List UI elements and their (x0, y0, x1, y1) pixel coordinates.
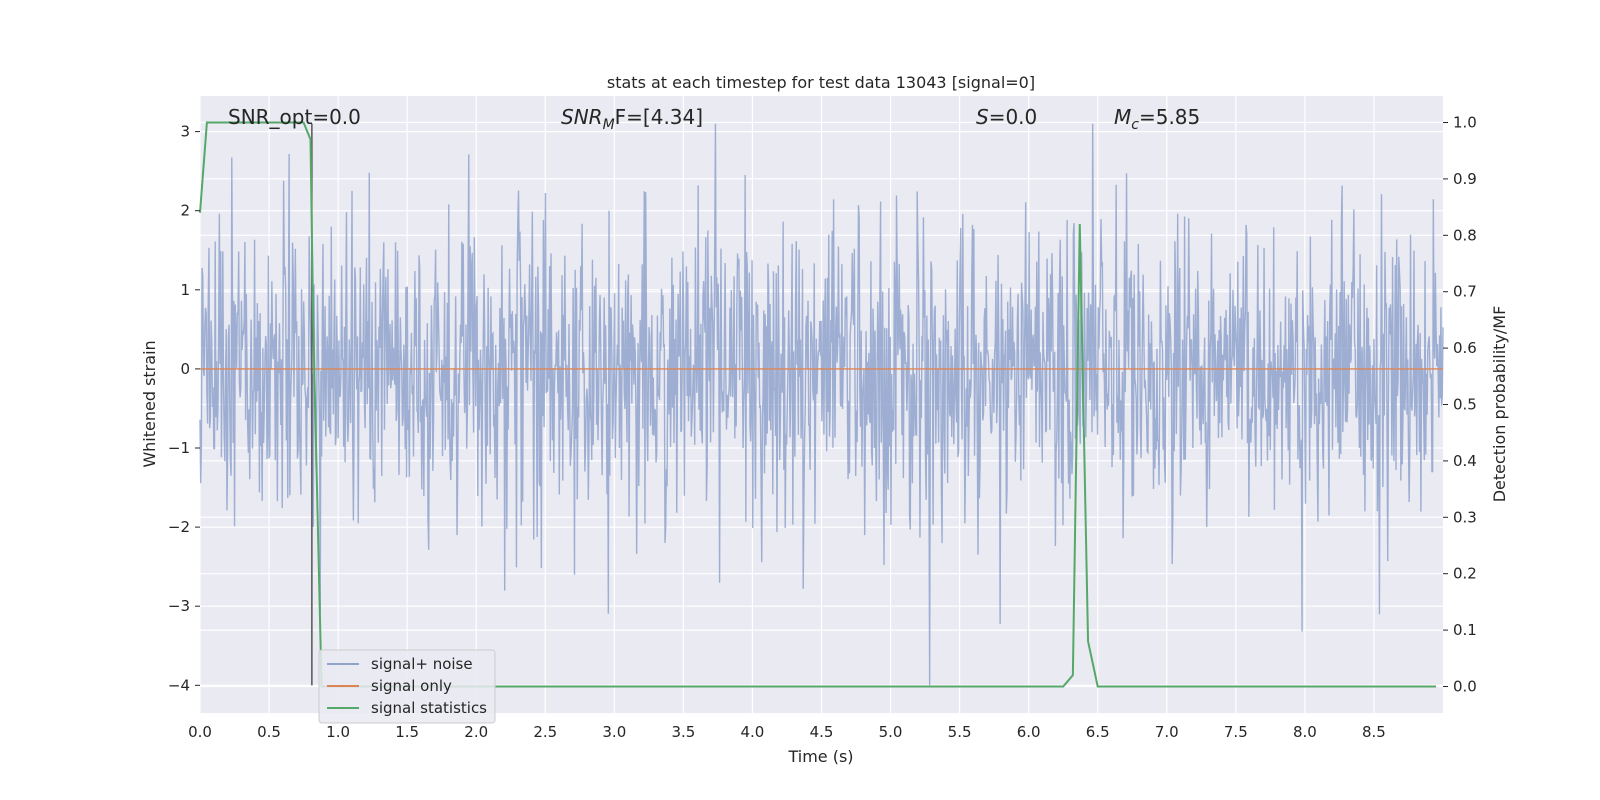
y2-tick-label: 0.5 (1453, 396, 1477, 414)
annotation-snr-mf: SNRMF=[4.34] (561, 105, 703, 133)
x-axis-title: Time (s) (787, 747, 853, 766)
x-tick-label: 7.5 (1224, 723, 1248, 741)
x-tick-label: 5.5 (948, 723, 972, 741)
legend-label-signal-statistics: signal statistics (371, 699, 487, 717)
y2-tick-label: 0.8 (1453, 226, 1477, 244)
y-tick-label: 1 (180, 281, 190, 299)
x-tick-label: 3.5 (671, 723, 695, 741)
y2-tick-label: 0.2 (1453, 565, 1477, 583)
x-tick-label: 8.5 (1362, 723, 1386, 741)
y-tick-label: −2 (168, 518, 190, 536)
x-tick-label: 4.0 (741, 723, 765, 741)
x-tick-label: 0.5 (257, 723, 281, 741)
y-tick-label: −4 (168, 676, 190, 694)
annotation-snr-opt: SNR_opt=0.0 (228, 105, 361, 129)
x-tick-label: 0.0 (188, 723, 212, 741)
annotation-mc: Mc=5.85 (1114, 105, 1200, 133)
y-tick-label: 2 (180, 202, 190, 220)
annotation-s: S=0.0 (976, 105, 1037, 129)
annotation-mc-main: M (1114, 105, 1131, 129)
legend: signal+ noise signal only signal statist… (318, 649, 496, 724)
x-tick-label: 6.5 (1086, 723, 1110, 741)
y-axis-right: 1.0 0.9 0.8 0.7 0.6 0.5 0.4 0.3 0.2 0.1 0.0 (1443, 114, 1477, 695)
y2-tick-label: 0.7 (1453, 283, 1477, 301)
signal-noise-line (199, 123, 1444, 686)
y-tick-label: −3 (168, 597, 190, 615)
y2-tick-label: 0.6 (1453, 339, 1477, 357)
y2-tick-label: 1.0 (1453, 114, 1477, 132)
y-tick-label: 0 (180, 360, 190, 378)
x-tick-label: 7.0 (1155, 723, 1179, 741)
x-tick-label: 3.0 (602, 723, 626, 741)
y2-axis-title: Detection probability/MF (1490, 306, 1509, 503)
y-axis-left: 3 2 1 0 −1 −2 −3 −4 (168, 123, 200, 694)
annotation-s-main: S (976, 105, 989, 129)
y2-tick-label: 0.4 (1453, 452, 1477, 470)
y-axis-title: Whitened strain (140, 340, 159, 467)
y2-tick-label: 0.9 (1453, 170, 1477, 188)
y2-tick-label: 0.0 (1453, 677, 1477, 695)
x-tick-label: 6.0 (1017, 723, 1041, 741)
x-tick-label: 2.5 (533, 723, 557, 741)
x-tick-label: 1.0 (326, 723, 350, 741)
legend-box (318, 649, 496, 724)
x-tick-label: 8.0 (1293, 723, 1317, 741)
annotation-snr-mf-main: SNR (561, 105, 603, 129)
y-tick-label: 3 (180, 123, 190, 141)
legend-label-signal-noise: signal+ noise (371, 655, 473, 673)
series-signal-noise (199, 123, 1444, 686)
x-tick-label: 5.0 (879, 723, 903, 741)
annotation-s-rest: =0.0 (989, 105, 1038, 129)
chart-title: stats at each timestep for test data 130… (607, 73, 1035, 92)
annotation-mc-rest: =5.85 (1139, 105, 1200, 129)
y-tick-label: −1 (168, 439, 190, 457)
y2-tick-label: 0.3 (1453, 508, 1477, 526)
x-tick-label: 1.5 (395, 723, 419, 741)
x-tick-label: 4.5 (810, 723, 834, 741)
y2-tick-label: 0.1 (1453, 621, 1477, 639)
x-tick-label: 2.0 (464, 723, 488, 741)
annotation-snr-mf-rest: F=[4.34] (615, 105, 703, 129)
annotation-snr-mf-sub: M (603, 117, 615, 133)
x-axis: 0.0 0.5 1.0 1.5 2.0 2.5 3.0 3.5 4.0 4.5 5.0 5.5 6.0 6… (188, 723, 1386, 741)
annotation-mc-sub: c (1131, 117, 1139, 133)
legend-label-signal-only: signal only (371, 677, 452, 695)
